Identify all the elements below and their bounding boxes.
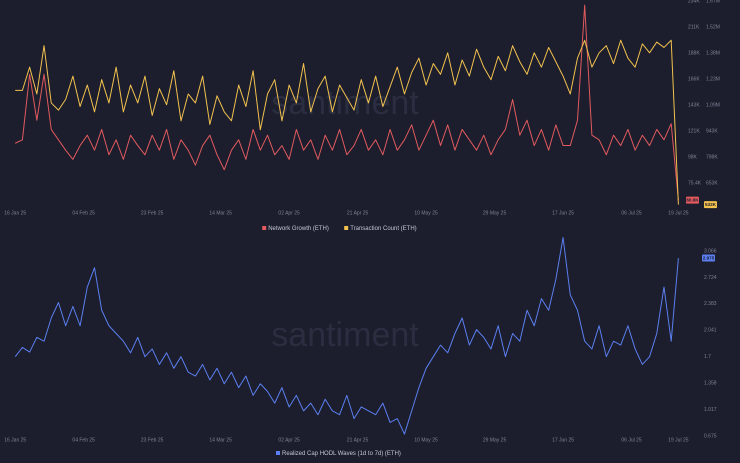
- x-tick-label: 10 May 25: [414, 437, 438, 443]
- x-tick-label: 10 May 25: [414, 210, 438, 216]
- x-tick-label: 21 Apr 25: [347, 210, 369, 216]
- y-tick-label: 166K: [688, 76, 700, 82]
- last-value-box: [704, 201, 717, 209]
- watermark: santiment: [271, 316, 419, 354]
- y-tick-label: 98K: [688, 154, 698, 160]
- y-tick-label: 1.09M: [706, 102, 720, 108]
- y-tick-label: 1.38M: [706, 50, 720, 56]
- line-series: [15, 39, 679, 205]
- x-tick-label: 14 Mar 25: [209, 437, 232, 443]
- legend-label: Transaction Count (ETH): [350, 226, 416, 232]
- legend-swatch: [262, 226, 267, 230]
- y-tick-label: 798K: [706, 154, 718, 160]
- last-value-label: 532K: [705, 202, 717, 207]
- y-tick-label: 1.358: [704, 380, 717, 386]
- last-value-label: 60.6K: [686, 198, 699, 203]
- legend-label: Network Growth (ETH): [268, 226, 329, 232]
- x-tick-label: 16 Jan 25: [4, 210, 26, 216]
- line-series: [14, 4, 679, 201]
- y-tick-label: 1.017: [704, 407, 717, 413]
- x-tick-label: 04 Feb 25: [72, 437, 95, 443]
- y-tick-label: 75.4K: [688, 180, 702, 186]
- x-tick-label: 19 Jul 25: [668, 210, 689, 216]
- last-value-label: 2.975: [703, 256, 715, 261]
- last-value-box: [686, 196, 699, 204]
- x-tick-label: 29 May 25: [483, 210, 507, 216]
- y-tick-label: 143K: [688, 102, 700, 108]
- y-tick-label: 1.52M: [706, 25, 720, 31]
- y-tick-label: 1.23M: [706, 76, 720, 82]
- x-tick-label: 02 Apr 25: [278, 210, 300, 216]
- y-tick-label: 234K: [688, 0, 700, 4]
- y-tick-label: 1.7: [704, 354, 711, 360]
- x-tick-label: 17 Jun 25: [552, 210, 574, 216]
- y-tick-label: 121K: [688, 128, 700, 134]
- watermark: santiment: [271, 84, 419, 122]
- x-tick-label: 19 Jul 25: [668, 437, 689, 443]
- x-tick-label: 21 Apr 25: [347, 437, 369, 443]
- x-tick-label: 23 Feb 25: [141, 437, 164, 443]
- y-tick-label: 0.675: [704, 433, 717, 439]
- y-tick-label: 2.383: [704, 301, 717, 307]
- y-tick-label: 188K: [688, 50, 700, 56]
- x-tick-label: 02 Apr 25: [278, 437, 300, 443]
- x-tick-label: 04 Feb 25: [72, 210, 95, 216]
- legend-swatch: [344, 226, 349, 230]
- y-tick-label: 2.041: [704, 328, 717, 334]
- y-tick-label: 653K: [706, 180, 718, 186]
- y-tick-label: 1.67M: [706, 0, 720, 5]
- y-tick-label: 211K: [688, 24, 700, 30]
- x-tick-label: 06 Jul 25: [621, 210, 642, 216]
- x-tick-label: 17 Jun 25: [552, 437, 574, 443]
- y-tick-label: 3.066: [704, 248, 717, 254]
- x-tick-label: 29 May 25: [483, 437, 507, 443]
- y-tick-label: 2.724: [704, 275, 717, 281]
- y-tick-label: 943K: [706, 128, 718, 134]
- legend-swatch: [276, 451, 280, 455]
- last-value-box: [702, 254, 715, 262]
- x-tick-label: 06 Jul 25: [621, 437, 642, 443]
- x-tick-label: 14 Mar 25: [209, 210, 232, 216]
- x-tick-label: 16 Jan 25: [4, 437, 26, 443]
- line-series: [14, 237, 679, 435]
- legend-label: Realized Cap HODL Waves (1d to 7d) (ETH): [282, 451, 401, 457]
- x-tick-label: 23 Feb 25: [141, 210, 164, 216]
